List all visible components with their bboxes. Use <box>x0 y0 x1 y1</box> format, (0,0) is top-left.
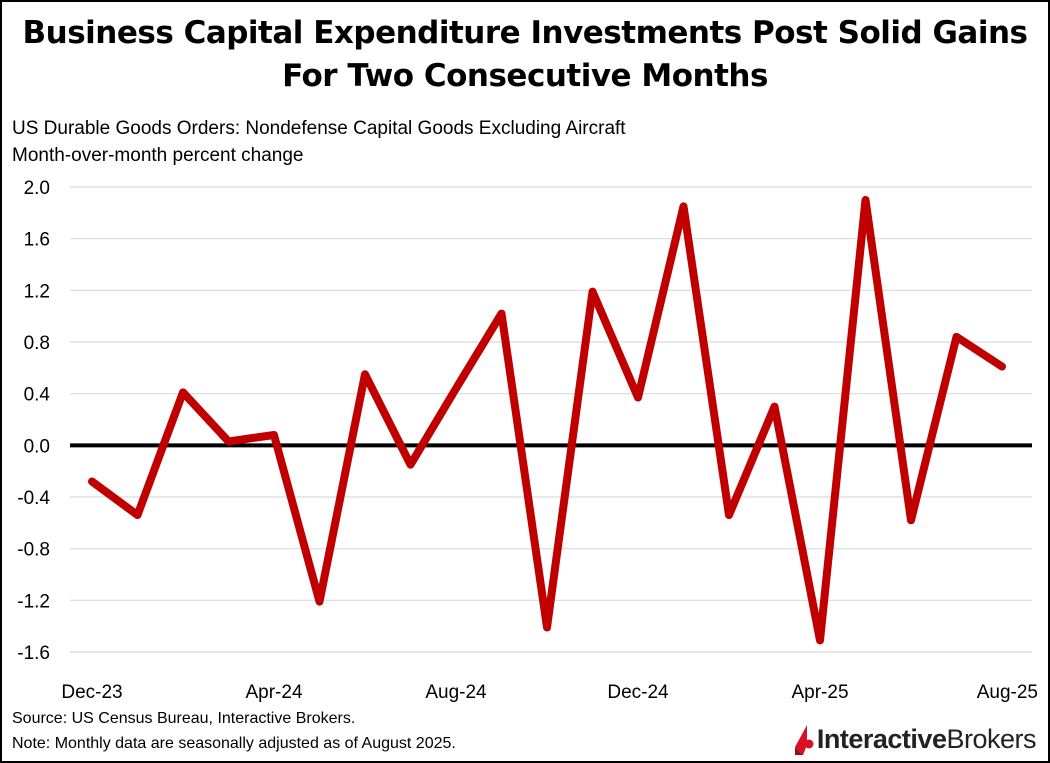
chart-title: Business Capital Expenditure Investments… <box>2 12 1048 98</box>
y-tick-label: 1.2 <box>24 281 50 302</box>
y-tick-label: 0.0 <box>24 436 50 457</box>
logo-text-regular: Brokers <box>946 724 1036 754</box>
y-tick-label: -0.4 <box>17 488 50 509</box>
y-tick-label: -1.2 <box>17 591 50 612</box>
logo-text-bold: Interactive <box>816 724 947 754</box>
series-line <box>88 195 1006 645</box>
x-tick-label: Dec-23 <box>61 682 122 702</box>
source-note: Source: US Census Bureau, Interactive Br… <box>12 710 356 727</box>
y-tick-label: -0.8 <box>17 540 50 561</box>
logo-flag-icon <box>794 724 814 755</box>
title-line-1: Business Capital Expenditure Investments… <box>22 15 1029 51</box>
y-tick-label: 2.0 <box>24 178 50 199</box>
interactive-brokers-logo: InteractiveBrokers <box>793 724 1036 755</box>
subtitle-series: US Durable Goods Orders: Nondefense Capi… <box>12 118 626 139</box>
line-chart: 2.0 1.6 1.2 0.8 0.4 0.0 -0.4 -0.8 -1.2 -1.6 Dec-23… <box>17 178 1038 702</box>
y-tick-label: 0.8 <box>24 333 50 354</box>
x-tick-label: Apr-24 <box>245 682 302 702</box>
x-tick-label: Apr-25 <box>791 682 848 702</box>
y-tick-label: 0.4 <box>24 385 51 406</box>
data-note: Note: Monthly data are seasonally adjust… <box>12 735 456 752</box>
x-tick-label: Aug-25 <box>977 682 1038 702</box>
subtitle-units: Month-over-month percent change <box>12 145 304 166</box>
x-tick-label: Aug-24 <box>425 682 487 702</box>
y-tick-label: 1.6 <box>24 230 50 251</box>
title-line-2: For Two Consecutive Months <box>282 58 768 94</box>
x-tick-label: Dec-24 <box>607 682 669 702</box>
y-tick-label: -1.6 <box>17 643 50 664</box>
